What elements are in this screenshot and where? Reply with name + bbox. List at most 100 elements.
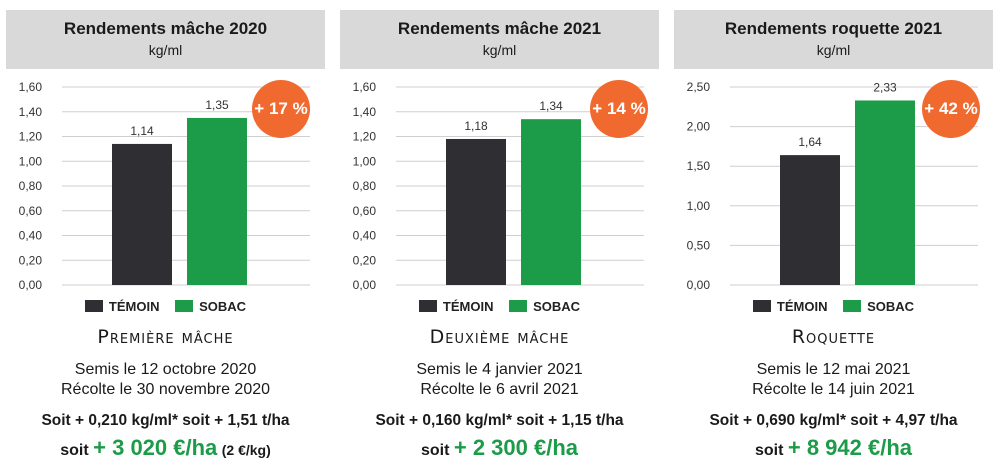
data-label: 1,18 [464,119,488,133]
crop-name: Roquette [791,326,876,348]
money-value: + 2 300 €/ha [453,435,579,460]
y-tick-label: 0,40 [353,229,377,243]
y-tick-label: 1,00 [19,154,43,168]
data-label: 1,34 [539,99,563,113]
legend: TÉMOIN SOBAC [6,299,325,314]
legend-item-temoin: TÉMOIN [418,299,494,314]
chart-svg: 0,00 0,20 0,40 0,60 0,80 1,00 1,20 1,40 1,60 1,18… [353,80,644,292]
data-label: 2,33 [873,80,897,94]
bar-sobac [855,100,915,285]
panel-header: Rendements mâche 2021 kg/ml [340,10,659,69]
legend-item-temoin: TÉMOIN [752,299,828,314]
chart-unit: kg/ml [816,42,851,58]
panel-mache-2020: Rendements mâche 2020 kg/ml 0,00 0,20 0,40… [6,10,325,470]
sowing-date: Semis le 12 octobre 2020 [74,361,257,378]
panel-mache-2021: Rendements mâche 2021 kg/ml 0,00 0,20 0,40… [340,10,659,470]
sowing-date: Semis le 4 janvier 2021 [416,361,583,378]
legend-label-temoin: TÉMOIN [442,299,494,314]
dates: Semis le 4 janvier 2021 Récolte le 6 avr… [340,360,659,400]
bar-sobac [521,119,581,285]
data-label: 1,14 [130,124,154,138]
legend-swatch-temoin [418,300,437,312]
money-prefix: soit [420,442,450,459]
panel-roquette-2021: Rendements roquette 2021 kg/ml 0,00 0,50 1… [674,10,993,470]
y-tick-label: 0,60 [19,204,43,218]
y-tick-label: 1,40 [353,105,377,119]
chart-unit: kg/ml [148,42,183,58]
legend-label-sobac: SOBAC [533,299,581,314]
money-gain: soit + 2 300 €/ha [340,435,659,461]
money-prefix: soit [60,442,89,459]
y-tick-label: 0,60 [353,204,377,218]
chart-svg: 0,00 0,50 1,00 1,50 2,00 2,50 1,64 2,33 [687,80,978,292]
y-tick-label: 0,20 [353,253,377,267]
panel-header: Rendements roquette 2021 kg/ml [674,10,993,69]
chart-title: Rendements mâche 2020 [63,19,268,38]
bar-sobac [187,117,247,285]
legend-swatch-sobac [175,300,194,312]
legend: TÉMOIN SOBAC [340,299,659,314]
y-tick-label: 0,00 [19,278,43,292]
percent-badge: + 14 % [590,80,648,138]
y-tick-label: 1,00 [687,199,711,213]
legend-item-sobac: SOBAC [843,299,914,314]
y-tick-label: 1,20 [353,130,377,144]
dates: Semis le 12 mai 2021 Récolte le 14 juin … [674,360,993,400]
bar-chart: 0,00 0,20 0,40 0,60 0,80 1,00 1,20 1,40 1,60 1,14… [6,69,325,292]
bar-temoin [780,155,840,285]
y-tick-label: 1,60 [19,80,43,94]
crop-name: Première mâche [97,326,234,348]
y-tick-label: 2,50 [687,80,711,94]
chart-unit: kg/ml [482,42,517,58]
legend: TÉMOIN SOBAC [674,299,993,314]
money-prefix: soit [754,442,784,459]
sowing-date: Semis le 12 mai 2021 [756,361,911,378]
legend-swatch-sobac [509,300,528,312]
money-value: + 3 020 €/ha [93,435,218,460]
y-tick-label: 0,80 [353,179,377,193]
money-note: (2 €/kg) [221,442,271,458]
y-tick-label: 0,00 [353,278,377,292]
panel-header: Rendements mâche 2020 kg/ml [6,10,325,69]
crop-name: Deuxième mâche [429,326,570,348]
data-label: 1,64 [798,135,822,149]
legend-swatch-temoin [752,300,771,312]
yield-gain: Soit + 0,210 kg/ml* soit + 1,51 t/ha [41,412,290,429]
y-tick-label: 1,00 [353,154,377,168]
money-gain: soit + 3 020 €/ha (2 €/kg) [6,435,325,461]
legend-label-sobac: SOBAC [199,299,247,314]
money-gain: soit + 8 942 €/ha [674,435,993,461]
legend-item-sobac: SOBAC [175,299,246,314]
legend-item-temoin: TÉMOIN [84,299,160,314]
harvest-date: Récolte le 14 juin 2021 [752,381,915,398]
harvest-date: Récolte le 30 novembre 2020 [60,381,271,398]
chart-title: Rendements roquette 2021 [724,19,943,38]
legend-label-temoin: TÉMOIN [776,299,828,314]
y-tick-label: 1,50 [687,159,711,173]
bar-temoin [446,138,506,285]
money-value: + 8 942 €/ha [787,435,913,460]
percent-badge: + 42 % [922,80,980,138]
y-tick-label: 2,00 [687,120,711,134]
y-tick-label: 1,60 [353,80,377,94]
legend-swatch-temoin [84,300,103,312]
y-tick-label: 0,20 [19,253,43,267]
bar-chart: 0,00 0,50 1,00 1,50 2,00 2,50 1,64 2,33 [674,69,993,292]
legend-swatch-sobac [843,300,862,312]
y-tick-label: 1,40 [19,105,43,119]
y-tick-label: 0,80 [19,179,43,193]
y-tick-label: 0,00 [687,278,711,292]
chart-title: Rendements mâche 2021 [397,19,602,38]
legend-label-temoin: TÉMOIN [108,299,160,314]
data-label: 1,35 [205,98,229,112]
bar-temoin [112,143,172,285]
chart-svg: 0,00 0,20 0,40 0,60 0,80 1,00 1,20 1,40 1,60 1,14… [19,80,310,292]
y-tick-label: 1,20 [19,130,43,144]
y-tick-label: 0,40 [19,229,43,243]
legend-label-sobac: SOBAC [867,299,915,314]
percent-badge: + 17 % [252,80,310,138]
yield-gain: Soit + 0,690 kg/ml* soit + 4,97 t/ha [709,412,958,429]
bar-chart: 0,00 0,20 0,40 0,60 0,80 1,00 1,20 1,40 1,60 1,18… [340,69,659,292]
legend-item-sobac: SOBAC [509,299,580,314]
harvest-date: Récolte le 6 avril 2021 [420,381,579,398]
